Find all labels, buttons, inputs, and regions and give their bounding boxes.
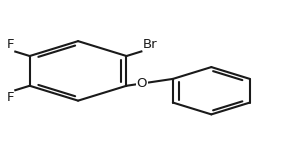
Text: Br: Br <box>143 38 158 51</box>
Text: F: F <box>6 38 14 51</box>
Text: O: O <box>137 77 147 90</box>
Text: F: F <box>6 91 14 104</box>
